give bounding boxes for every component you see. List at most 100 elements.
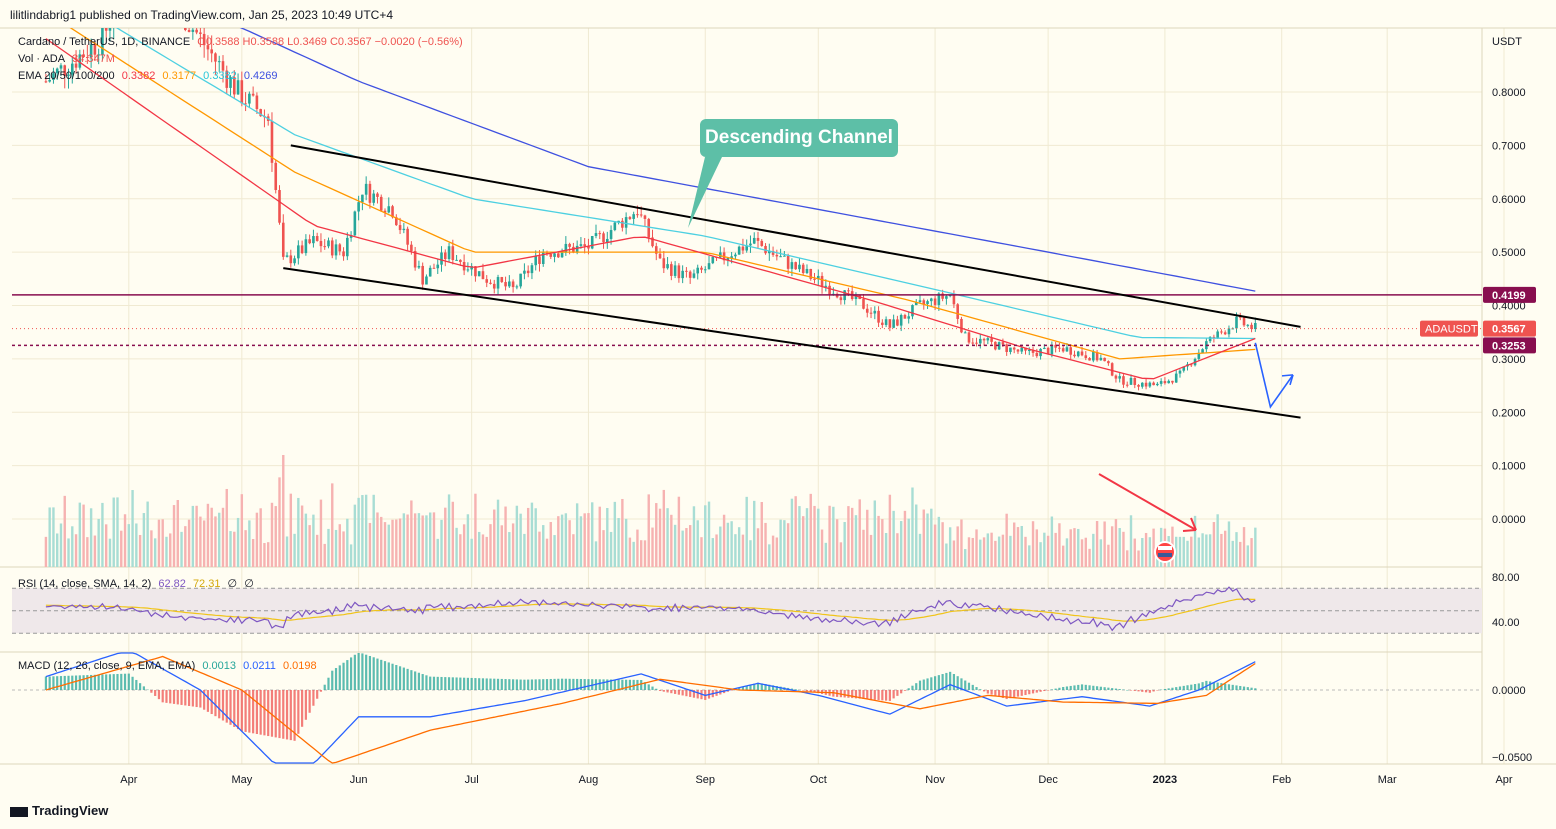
candle-body (217, 61, 221, 63)
volume-bar (500, 525, 503, 567)
volume-bar (1016, 527, 1020, 567)
volume-bar (101, 502, 104, 567)
volume-bar (297, 497, 300, 567)
candle-body (372, 193, 375, 203)
rsi-legend: RSI (14, close, SMA, 14, 2) 62.82 72.31 … (18, 577, 258, 590)
macd-histogram-bar (647, 684, 650, 690)
volume-bar (338, 524, 341, 567)
rsi-ma-line (45, 598, 1256, 622)
volume-bar (542, 525, 545, 567)
volume-bar (1182, 536, 1185, 567)
macd-histogram-bar (489, 678, 492, 690)
macd-histogram-bar (504, 679, 507, 690)
macd-histogram-bar (436, 676, 439, 690)
candle-body (643, 215, 647, 219)
volume-bar (67, 538, 70, 567)
macd-histogram-bar (395, 665, 398, 690)
x-tick-label: Jul (465, 774, 479, 786)
candle-body (963, 332, 967, 334)
volume-bar (120, 530, 123, 567)
candle-body (357, 202, 360, 212)
candle-body (896, 319, 899, 326)
macd-histogram-bar (982, 690, 986, 692)
candle-body (651, 237, 654, 247)
candle-body (304, 239, 308, 254)
macd-histogram-bar (184, 690, 187, 706)
volume-bar (866, 509, 869, 567)
macd-histogram-bar (877, 690, 880, 701)
candle-body (1167, 380, 1170, 384)
macd-histogram-bar (444, 677, 447, 690)
macd-histogram-bar (790, 688, 794, 690)
volume-bar (1024, 536, 1027, 567)
y-tick-label: 0.5000 (1492, 247, 1526, 259)
volume-bar (975, 529, 978, 567)
macd-histogram-bar (432, 676, 436, 690)
macd-histogram-bar (331, 670, 334, 690)
macd-histogram-bar (165, 690, 168, 703)
candle-body (289, 255, 293, 264)
volume-bar (267, 542, 270, 567)
volume-bar (741, 534, 745, 567)
candle-body (104, 28, 108, 31)
candle-body (1005, 344, 1008, 352)
candle-body (696, 267, 700, 274)
candle-body (1035, 352, 1039, 357)
ema100-line (115, 28, 1256, 340)
candle-body (945, 296, 948, 299)
candle-body (779, 256, 782, 258)
volume-bar (425, 515, 428, 567)
volume-bar (613, 501, 617, 567)
volume-bar (496, 499, 500, 567)
macd-histogram-bar (915, 683, 918, 690)
volume-bar (730, 521, 733, 567)
candle-body (583, 244, 586, 247)
macd-histogram-bar (941, 674, 944, 690)
candle-body (1197, 352, 1201, 359)
candle-body (805, 268, 809, 274)
macd-histogram-bar (410, 670, 413, 690)
candle-body (481, 271, 485, 280)
volume-label: Vol · ADA (18, 53, 66, 65)
candle-body (1220, 331, 1223, 333)
macd-histogram-bar (1024, 690, 1027, 696)
macd-histogram-bar (817, 690, 820, 694)
rsi-value: 62.82 (158, 578, 186, 590)
volume-bar (598, 506, 601, 567)
volume-bar (1227, 521, 1231, 567)
volume-bar (1216, 514, 1219, 567)
candle-body (967, 332, 971, 343)
price-label-text: 0.3253 (1492, 340, 1526, 352)
volume-bar (662, 489, 666, 567)
macd-histogram-bar (82, 675, 85, 690)
volume-bar (643, 540, 647, 567)
candle-body (930, 298, 933, 302)
volume-bar (56, 533, 59, 567)
macd-histogram-bar (225, 690, 228, 723)
volume-bar (967, 537, 971, 567)
volume-bar (455, 527, 458, 567)
volume-bar (63, 495, 66, 567)
volume-bar (1065, 538, 1069, 567)
volume-bar (824, 542, 828, 567)
price-pane (44, 28, 1257, 567)
macd-histogram-bar (572, 678, 575, 690)
candle-body (862, 298, 865, 309)
volume-bar (1126, 550, 1129, 567)
candle-body (568, 243, 571, 247)
volume-bar (1178, 536, 1182, 567)
candle-body (560, 252, 564, 258)
macd-histogram-bar (135, 679, 138, 690)
volume-bar (104, 524, 108, 567)
macd-histogram-bar (478, 678, 481, 690)
rsi-tick-label: 40.00 (1492, 617, 1520, 629)
macd-histogram-bar (1039, 690, 1042, 692)
macd-histogram-bar (798, 689, 801, 691)
volume-bar (1242, 527, 1246, 567)
volume-bar (395, 519, 398, 567)
macd-histogram-bar (323, 684, 326, 690)
volume-bar (1208, 534, 1212, 567)
candle-body (52, 73, 55, 80)
candle-body (914, 302, 918, 306)
macd-histogram-bar (1077, 684, 1080, 690)
